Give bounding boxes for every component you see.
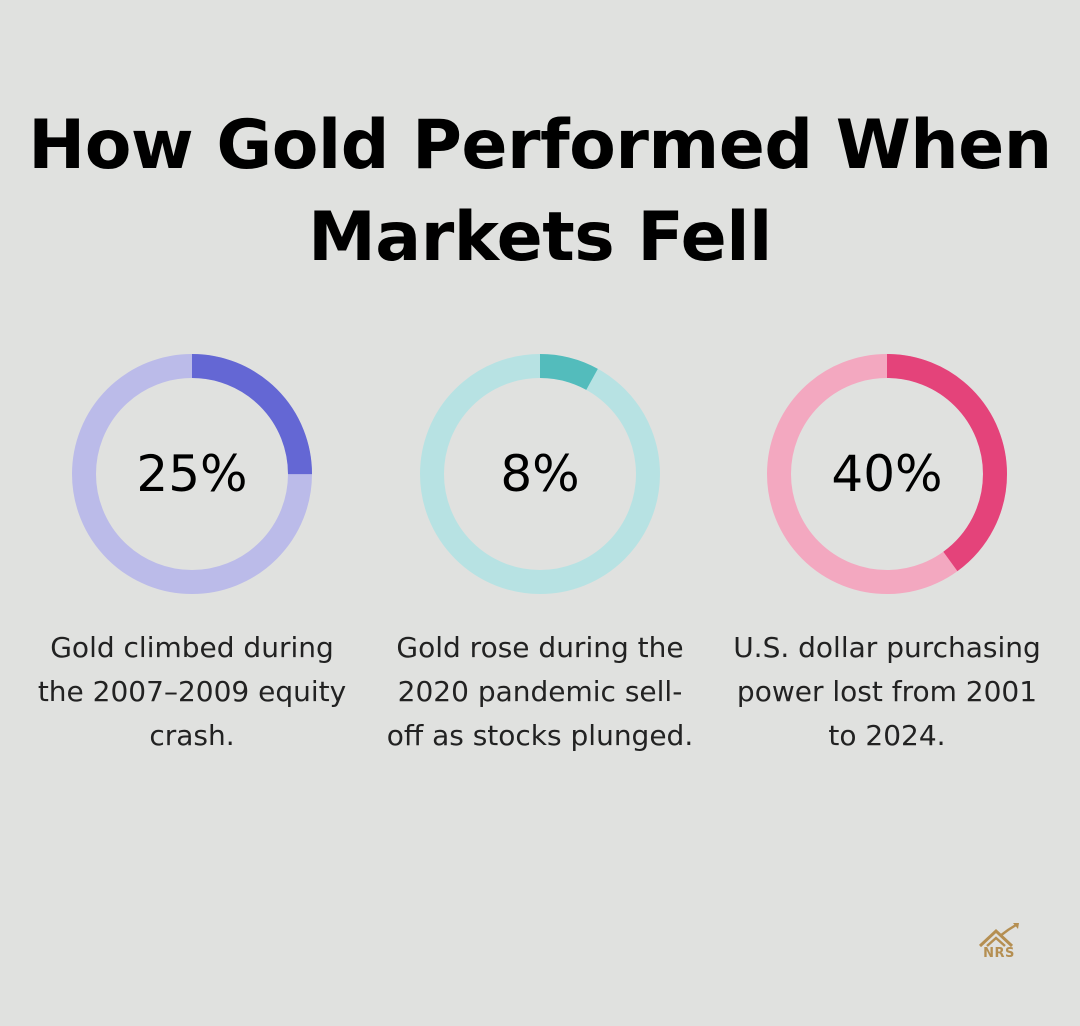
donut-fill-1 — [72, 354, 312, 594]
donut-label-2: 8% — [500, 445, 580, 503]
stat-card-3: 40% U.S. dollar purchasing power lost fr… — [727, 352, 1047, 758]
chart-title: How Gold Performed When Markets Fell — [28, 106, 1052, 277]
donut-svg-3 — [767, 354, 1007, 594]
stat-description-2: Gold rose during the 2020 pandemic sell-… — [386, 631, 694, 752]
stat-description-1: Gold climbed during the 2007–2009 equity… — [37, 631, 347, 752]
donut-3: 40% — [765, 352, 1009, 596]
donut-fill-3 — [767, 354, 1007, 594]
stat-card-1: 25% Gold climbed during the 2007–2009 eq… — [32, 352, 352, 758]
donut-fill-2 — [420, 354, 660, 594]
brand-logo: NRS — [976, 922, 1022, 962]
donut-2: 8% — [418, 352, 662, 596]
donut-svg-2 — [420, 354, 660, 594]
donut-label-1: 25% — [136, 445, 248, 503]
donut-svg-1 — [72, 354, 312, 594]
house-chart-icon — [978, 923, 1019, 948]
donut-1: 25% — [70, 352, 314, 596]
stat-card-2: 8% Gold rose during the 2020 pandemic se… — [380, 352, 700, 758]
logo-text: NRS — [983, 946, 1015, 961]
stat-description-3: U.S. dollar purchasing power lost from 2… — [733, 631, 1041, 752]
donut-label-3: 40% — [831, 445, 943, 503]
